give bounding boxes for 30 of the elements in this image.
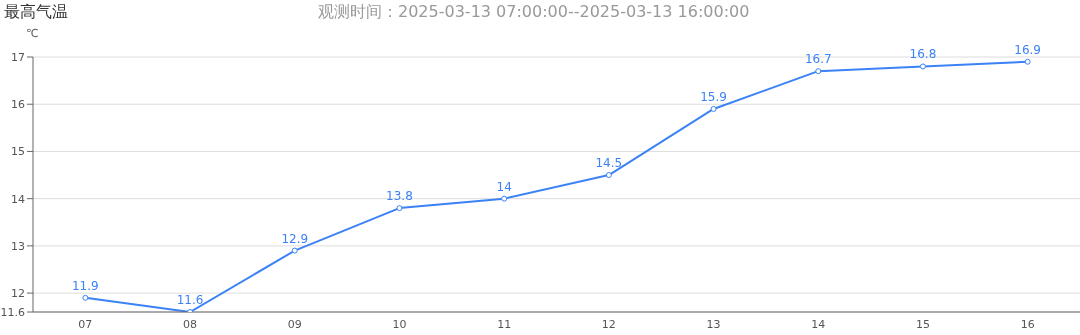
x-tick-label: 12 [601, 317, 616, 331]
y-tick-label: 11.6 [0, 305, 25, 319]
x-tick-label: 07 [78, 317, 93, 331]
y-tick-label: 12 [11, 287, 25, 301]
x-tick-label: 15 [915, 317, 930, 331]
y-tick-label: 14 [11, 192, 25, 206]
y-tick-label: 13 [11, 239, 25, 253]
y-tick-label: 15 [11, 145, 25, 159]
data-label: 14.5 [595, 156, 623, 171]
y-tick-label: 16 [11, 98, 25, 112]
y-axis-title: ℃ [26, 27, 39, 40]
data-label: 16.7 [804, 52, 832, 67]
x-tick-label: 14 [811, 317, 826, 331]
x-tick-label: 09 [287, 317, 302, 331]
data-label: 15.9 [700, 89, 727, 104]
x-tick-label: 16 [1020, 317, 1035, 331]
data-label: 16.8 [909, 47, 937, 62]
data-label: 12.9 [281, 231, 309, 246]
x-tick-label: 13 [706, 317, 721, 331]
chart-subtitle: 观测时间：2025-03-13 07:00:00--2025-03-13 16:00:00 [318, 2, 750, 23]
data-label: 13.8 [386, 189, 413, 204]
data-label: 11.9 [71, 278, 99, 293]
x-tick-label: 10 [392, 317, 407, 331]
x-tick-label: 11 [497, 317, 512, 331]
data-label: 16.9 [1014, 42, 1042, 57]
y-tick-label: 17 [11, 50, 25, 64]
data-label: 14 [496, 179, 512, 194]
x-tick-label: 08 [183, 317, 198, 331]
data-label: 11.6 [176, 293, 204, 307]
chart-title: 最高气温 [4, 2, 68, 23]
